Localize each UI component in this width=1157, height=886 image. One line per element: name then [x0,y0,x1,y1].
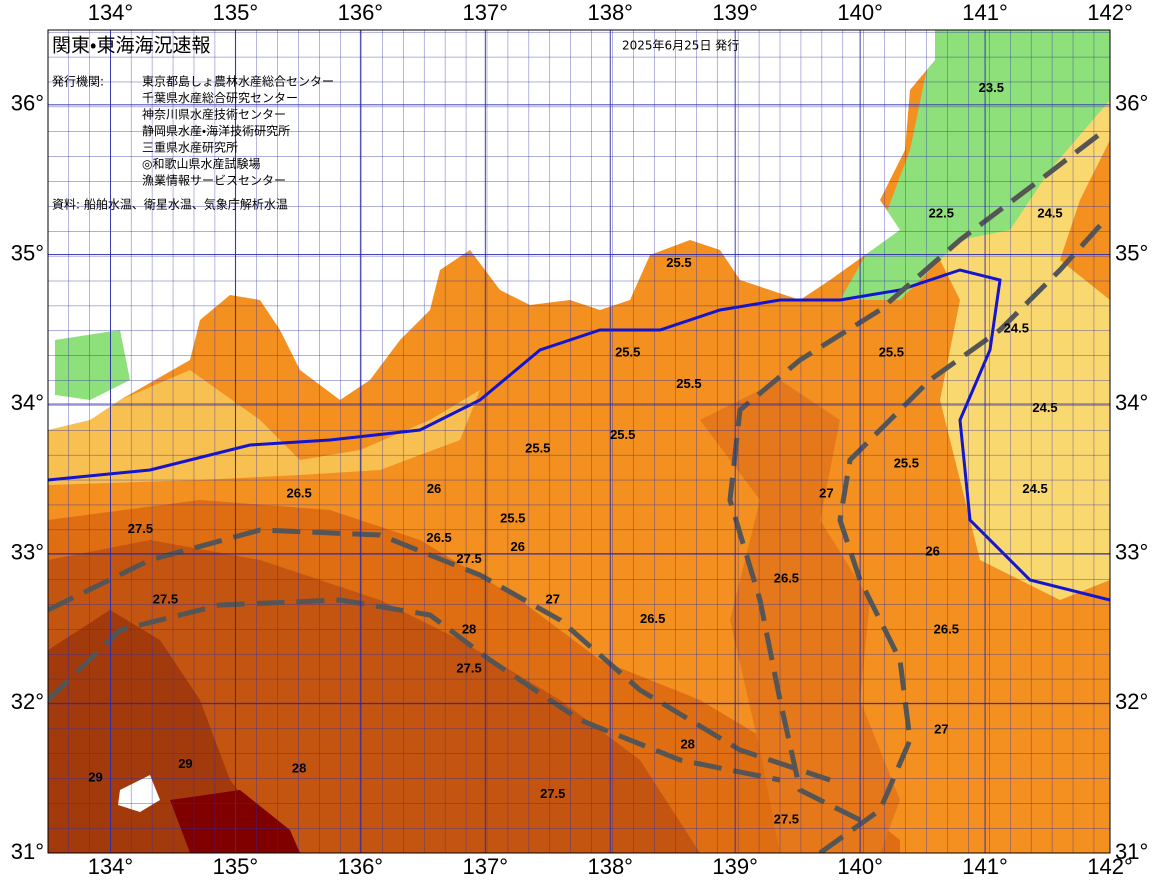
lon-label: 140° [837,0,883,25]
contour-label: 25.5 [666,255,691,270]
publisher: 東京都島しょ農林水産総合センター [142,74,334,89]
lon-label: 135° [213,0,259,25]
header: 関東・東海海況速報 2025年6月25日 発行 発行機関: 東京都島しょ農林水産… [52,35,739,212]
lat-label: 35° [11,240,44,265]
contour-label: 24.5 [1032,400,1057,415]
contour-label: 25.5 [610,427,635,442]
lon-label: 141° [962,0,1008,25]
lat-label: 36° [1115,91,1148,116]
lon-label: 139° [712,0,758,25]
lon-label: 137° [463,854,509,879]
lon-label: 134° [88,854,134,879]
publisher: 千葉県水産総合研究センター [142,90,298,105]
lon-label: 135° [213,854,259,879]
lon-label: 142° [1087,854,1133,879]
contour-label: 24.5 [1004,321,1029,336]
lat-label: 36° [11,91,44,116]
contour-label: 29 [178,756,192,771]
axis-labels: 134° 134° 135° 135° 136° 136° 137° 137° 138° 138°… [11,0,1149,879]
publisher: ◎和歌山県水産試験場 [142,156,260,171]
contour-label: 26 [925,544,939,559]
contour-label: 27 [819,485,833,500]
issue-date: 2025年6月25日 発行 [622,39,739,53]
contour-label: 29 [88,770,102,785]
kuroshio-edge [818,218,1107,853]
lon-label: 136° [338,854,384,879]
contour-label: 25.5 [879,345,904,360]
contour-label: 26.5 [286,485,311,500]
contour-label: 28 [462,621,476,636]
source: 資料: 船舶水温、衛星水温、気象庁解析水温 [52,197,288,212]
lat-label: 34° [1115,390,1148,415]
lat-label: 32° [11,689,44,714]
contour-label: 26.5 [640,611,665,626]
contour-label: 27.5 [128,521,153,536]
contour-label: 27.5 [456,660,481,675]
contour-labels: 25.5 25.5 25.5 25.5 25.5 25.5 25.5 25.5 24.5 24.5… [88,80,1062,827]
isotherm-25 [48,268,1110,602]
kuroshio-edge [727,128,1107,823]
lon-label: 142° [1087,0,1133,25]
contour-label: 25.5 [676,376,701,391]
lon-label: 141° [962,854,1008,879]
map-area: 25.5 25.5 25.5 25.5 25.5 25.5 25.5 25.5 24.5 24.5… [48,30,1110,853]
lat-label: 33° [1115,540,1148,565]
contour-label: 24.5 [1037,205,1062,220]
contour-label: 25.5 [615,345,640,360]
publisher: 漁業情報サービスセンター [142,174,286,188]
contour-label: 25.5 [894,455,919,470]
lat-label: 35° [1115,240,1148,265]
publisher: 静岡県水産・海洋技術研究所 [142,123,290,138]
publisher: 三重県水産研究所 [142,141,238,155]
contour-label: 27.5 [153,592,178,607]
publisher-label: 発行機関: [52,75,104,89]
contour-label: 26 [511,539,525,554]
contour-label: 24.5 [1022,481,1047,496]
contour-label: 26.5 [774,571,799,586]
contour-label: 26.5 [934,621,959,636]
lat-label: 33° [11,540,44,565]
publisher-list: 東京都島しょ農林水産総合センター千葉県水産総合研究センター神奈川県水産技術センタ… [142,74,334,188]
lon-label: 139° [712,854,758,879]
contour-label: 27.5 [540,786,565,801]
lat-label: 32° [1115,689,1148,714]
lon-label: 138° [587,0,633,25]
title: 関東・東海海況速報 [52,35,210,57]
contour-label: 28 [292,761,306,776]
contour-label: 27 [546,592,560,607]
kuroshio-axis [48,597,781,783]
contour-label: 26 [427,481,441,496]
kuroshio-edge [48,527,831,783]
contour-label: 26.5 [426,530,451,545]
lon-label: 140° [837,854,883,879]
lon-label: 136° [338,0,384,25]
lat-label: 34° [11,390,44,415]
contour-label: 25.5 [500,511,525,526]
contour-label: 28 [680,737,694,752]
major-grid [48,30,1110,853]
contour-label: 27.5 [456,551,481,566]
lon-label: 134° [88,0,134,25]
contour-label: 27.5 [774,812,799,827]
contour-label: 22.5 [929,205,954,220]
lat-label: 31° [1115,839,1148,864]
publisher: 神奈川県水産技術センター [142,107,286,122]
contour-label: 27 [934,722,948,737]
contour-label: 25.5 [525,440,550,455]
lon-label: 137° [463,0,509,25]
contour-label: 23.5 [979,80,1004,95]
lon-label: 138° [587,854,633,879]
map-frame [47,29,1111,854]
lat-label: 31° [11,839,44,864]
minor-grid [48,30,1110,853]
